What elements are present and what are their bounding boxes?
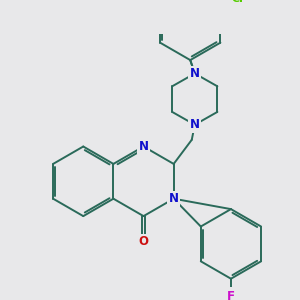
Text: O: O xyxy=(139,235,148,248)
Text: N: N xyxy=(139,140,148,153)
Text: F: F xyxy=(227,290,235,300)
Text: N: N xyxy=(190,67,200,80)
Text: N: N xyxy=(190,118,200,131)
Text: N: N xyxy=(169,192,179,205)
Text: Cl: Cl xyxy=(231,0,243,4)
